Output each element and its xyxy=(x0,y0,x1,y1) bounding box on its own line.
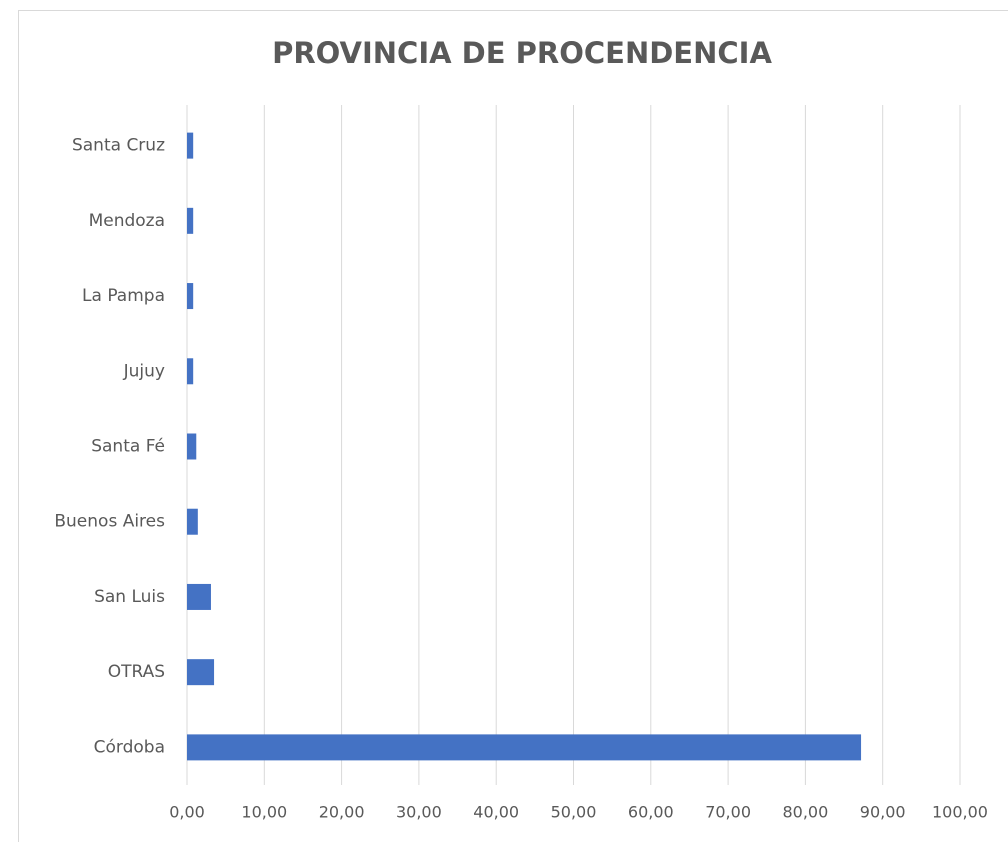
x-tick-label: 70,00 xyxy=(705,803,751,822)
x-tick-label: 40,00 xyxy=(473,803,519,822)
x-tick-label: 80,00 xyxy=(782,803,828,822)
y-tick-label: Buenos Aires xyxy=(54,512,165,532)
x-tick-label: 30,00 xyxy=(396,803,442,822)
bar xyxy=(187,132,194,159)
y-tick-label: La Pampa xyxy=(82,286,165,306)
x-tick-label: 0,00 xyxy=(169,803,205,822)
y-tick-label: OTRAS xyxy=(108,662,165,682)
x-tick-label: 20,00 xyxy=(319,803,365,822)
bar xyxy=(187,508,198,535)
bar xyxy=(187,583,211,610)
chart-title: PROVINCIA DE PROCENDENCIA xyxy=(272,36,772,70)
y-tick-label: Santa Cruz xyxy=(72,136,165,156)
bar xyxy=(187,734,862,761)
x-tick-label: 10,00 xyxy=(241,803,287,822)
x-tick-label: 60,00 xyxy=(628,803,674,822)
y-tick-label: Santa Fé xyxy=(91,437,165,457)
bar xyxy=(187,207,194,234)
y-tick-label: Mendoza xyxy=(89,211,165,231)
chart-border xyxy=(18,10,1008,842)
bar xyxy=(187,283,194,310)
y-tick-label: Jujuy xyxy=(123,361,165,381)
x-tick-label: 90,00 xyxy=(860,803,906,822)
y-tick-label: San Luis xyxy=(94,587,165,607)
x-tick-label: 100,00 xyxy=(932,803,988,822)
bar xyxy=(187,659,215,686)
x-tick-label: 50,00 xyxy=(551,803,597,822)
bar xyxy=(187,358,194,385)
y-tick-label: Córdoba xyxy=(94,737,165,757)
bar xyxy=(187,433,197,460)
